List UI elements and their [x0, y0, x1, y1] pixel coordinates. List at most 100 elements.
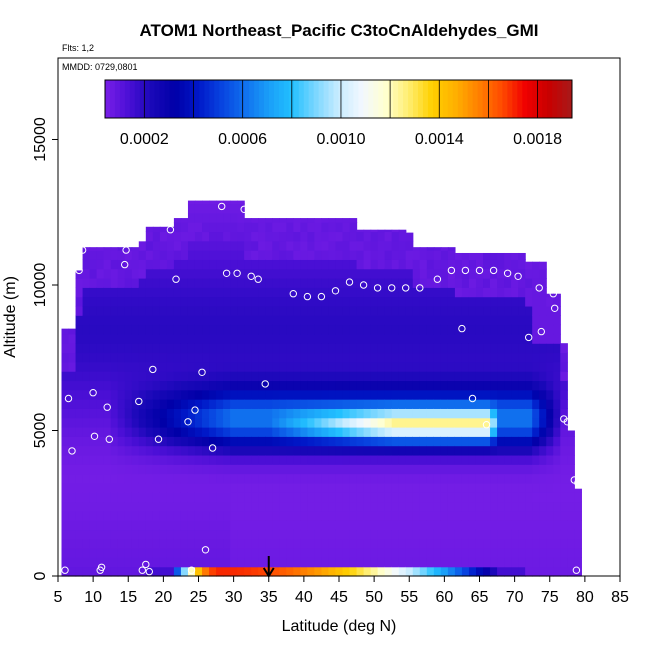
heatmap-cell — [364, 474, 372, 484]
heatmap-cell — [420, 269, 428, 279]
heatmap-cell — [343, 218, 351, 223]
heatmap-cell — [153, 227, 161, 232]
heatmap-cell — [90, 306, 98, 316]
heatmap-cell — [343, 446, 351, 456]
heatmap-cell — [251, 427, 259, 437]
heatmap-cell — [413, 334, 421, 344]
heatmap-cell — [413, 362, 421, 372]
colorbar-segment — [184, 80, 189, 118]
heatmap-cell — [90, 446, 98, 456]
heatmap-cell — [153, 380, 161, 390]
heatmap-cell — [392, 390, 400, 400]
heatmap-cell — [314, 353, 322, 363]
heatmap-cell — [392, 529, 400, 539]
heatmap-cell — [76, 315, 84, 325]
heatmap-cell — [567, 492, 575, 502]
heatmap-cell — [406, 399, 414, 409]
heatmap-cell — [118, 483, 126, 493]
heatmap-cell — [546, 427, 554, 437]
heatmap-cell — [462, 474, 470, 484]
heatmap-cell — [230, 548, 238, 558]
heatmap-cell — [504, 557, 512, 567]
heatmap-cell — [188, 278, 196, 288]
heatmap-cell — [455, 380, 463, 390]
heatmap-cell — [427, 455, 435, 465]
heatmap-cell — [132, 455, 140, 465]
heatmap-cell — [532, 520, 540, 530]
heatmap-cell — [195, 436, 203, 446]
heatmap-cell — [146, 418, 154, 428]
heatmap-layer — [62, 201, 582, 577]
heatmap-cell — [307, 399, 315, 409]
heatmap-cell — [420, 287, 428, 297]
heatmap-cell — [469, 539, 477, 549]
heatmap-cell — [265, 353, 273, 363]
heatmap-cell — [230, 427, 238, 437]
colorbar-segment — [497, 80, 502, 118]
heatmap-cell — [420, 492, 428, 502]
heatmap-cell — [160, 427, 168, 437]
heatmap-cell — [490, 567, 498, 577]
heatmap-cell — [83, 371, 91, 381]
heatmap-cell — [469, 315, 477, 325]
heatmap-cell — [335, 529, 343, 539]
heatmap-cell — [104, 427, 112, 437]
heatmap-cell — [399, 231, 407, 241]
heatmap-cell — [104, 343, 112, 353]
heatmap-cell — [132, 446, 140, 456]
heatmap-cell — [293, 455, 301, 465]
heatmap-cell — [90, 483, 98, 493]
x-tick-label: 60 — [436, 589, 454, 606]
heatmap-cell — [364, 436, 372, 446]
heatmap-cell — [272, 218, 280, 223]
heatmap-cell — [265, 539, 273, 549]
heatmap-cell — [448, 287, 456, 297]
heatmap-cell — [202, 204, 210, 214]
heatmap-cell — [413, 380, 421, 390]
heatmap-cell — [469, 371, 477, 381]
heatmap-cell — [518, 297, 526, 307]
heatmap-cell — [90, 343, 98, 353]
heatmap-cell — [195, 474, 203, 484]
heatmap-cell — [490, 287, 498, 297]
heatmap-cell — [462, 408, 470, 418]
heatmap-cell — [97, 269, 105, 279]
heatmap-cell — [153, 334, 161, 344]
heatmap-cell — [476, 399, 484, 409]
heatmap-cell — [546, 371, 554, 381]
heatmap-cell — [272, 408, 280, 418]
heatmap-cell — [406, 529, 414, 539]
heatmap-cell — [518, 334, 526, 344]
heatmap-cell — [293, 502, 301, 512]
heatmap-cell — [476, 474, 484, 484]
heatmap-cell — [532, 557, 540, 567]
heatmap-cell — [420, 306, 428, 316]
heatmap-cell — [518, 390, 526, 400]
heatmap-cell — [532, 343, 540, 353]
heatmap-cell — [455, 557, 463, 567]
heatmap-cell — [293, 436, 301, 446]
heatmap-cell — [328, 297, 336, 307]
heatmap-cell — [307, 218, 315, 223]
heatmap-cell — [83, 353, 91, 363]
heatmap-cell — [160, 548, 168, 558]
heatmap-cell — [272, 446, 280, 456]
heatmap-cell — [392, 230, 400, 232]
heatmap-cell — [230, 483, 238, 493]
heatmap-cell — [300, 455, 308, 465]
heatmap-cell — [357, 371, 365, 381]
heatmap-cell — [209, 250, 217, 260]
heatmap-cell — [174, 334, 182, 344]
heatmap-cell — [427, 539, 435, 549]
heatmap-cell — [76, 334, 84, 344]
heatmap-cell — [321, 464, 329, 474]
heatmap-cell — [111, 520, 119, 530]
colorbar-tick-label: 0.0006 — [218, 131, 267, 148]
heatmap-cell — [118, 371, 126, 381]
heatmap-cell — [244, 231, 252, 241]
heatmap-cell — [146, 511, 154, 521]
heatmap-cell — [167, 399, 175, 409]
x-tick-label: 10 — [84, 589, 102, 606]
heatmap-cell — [525, 362, 533, 372]
heatmap-cell — [258, 520, 266, 530]
